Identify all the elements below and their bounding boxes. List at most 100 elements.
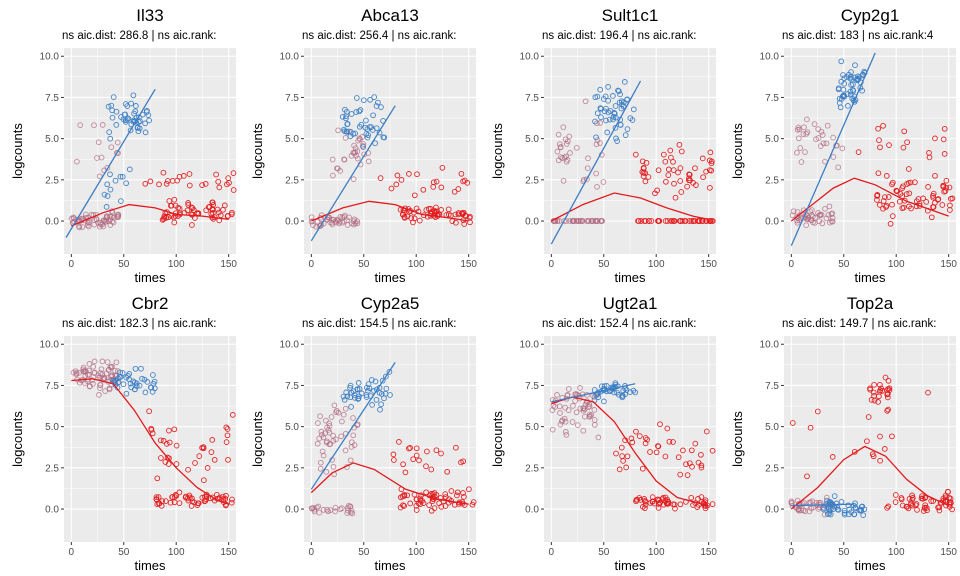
data-point bbox=[127, 127, 134, 134]
data-point bbox=[925, 184, 931, 190]
data-point bbox=[706, 167, 713, 173]
data-point bbox=[549, 407, 556, 413]
data-point bbox=[323, 417, 329, 424]
data-point bbox=[795, 135, 802, 142]
y-tick-label: 7.5 bbox=[525, 381, 539, 392]
data-point bbox=[680, 447, 686, 454]
data-point bbox=[343, 113, 350, 119]
data-point bbox=[461, 494, 467, 500]
data-point bbox=[90, 363, 97, 370]
data-point bbox=[356, 123, 363, 130]
data-point bbox=[794, 217, 800, 224]
y-tick-label: 5.0 bbox=[525, 134, 539, 145]
data-point bbox=[338, 433, 344, 440]
data-point bbox=[364, 384, 370, 391]
data-point bbox=[928, 498, 935, 504]
data-point bbox=[317, 465, 324, 472]
data-point bbox=[845, 511, 852, 518]
data-point bbox=[885, 194, 892, 200]
data-point bbox=[826, 510, 833, 517]
data-point bbox=[458, 170, 465, 177]
data-point bbox=[163, 441, 170, 447]
data-point bbox=[132, 386, 138, 393]
data-point bbox=[350, 149, 357, 156]
data-point bbox=[101, 191, 108, 198]
data-point bbox=[604, 129, 611, 136]
data-point bbox=[109, 114, 116, 121]
data-point bbox=[858, 507, 865, 513]
data-point bbox=[142, 129, 149, 136]
data-point bbox=[348, 404, 354, 410]
data-point bbox=[665, 499, 672, 505]
data-point bbox=[615, 87, 621, 94]
data-point bbox=[670, 501, 676, 508]
data-point bbox=[333, 436, 339, 443]
data-point bbox=[339, 219, 346, 226]
y-tick-label: 10.0 bbox=[760, 52, 780, 63]
data-point bbox=[200, 477, 207, 484]
y-tick-label: 2.5 bbox=[765, 175, 779, 186]
data-point bbox=[351, 221, 357, 228]
data-point bbox=[855, 73, 861, 80]
data-point bbox=[686, 177, 692, 184]
data-point bbox=[339, 113, 346, 120]
data-point bbox=[645, 174, 652, 180]
chart-subtitle: ns aic.dist: 154.5 | ns aic.rank: bbox=[302, 318, 456, 330]
data-point bbox=[110, 94, 117, 100]
data-point bbox=[884, 408, 891, 414]
data-point bbox=[314, 218, 321, 225]
data-point bbox=[598, 114, 604, 121]
data-point bbox=[89, 377, 95, 384]
data-point bbox=[469, 501, 476, 508]
data-point bbox=[116, 374, 123, 380]
data-point bbox=[401, 503, 407, 509]
data-point bbox=[114, 211, 121, 218]
data-point bbox=[622, 132, 629, 138]
data-point bbox=[466, 215, 473, 221]
data-point bbox=[200, 445, 207, 452]
data-point bbox=[407, 445, 413, 451]
data-point bbox=[139, 375, 145, 382]
data-point bbox=[366, 385, 373, 392]
data-point bbox=[665, 172, 672, 178]
data-point bbox=[461, 221, 468, 227]
data-point bbox=[649, 498, 656, 505]
data-point bbox=[330, 172, 336, 179]
chart-subtitle: ns aic.dist: 196.4 | ns aic.rank: bbox=[542, 30, 696, 42]
data-point bbox=[830, 506, 836, 512]
data-point bbox=[803, 503, 810, 510]
data-point bbox=[332, 508, 339, 515]
data-point bbox=[906, 496, 913, 502]
data-point bbox=[932, 135, 938, 142]
data-point bbox=[559, 417, 566, 424]
data-point bbox=[592, 118, 598, 125]
data-point bbox=[896, 198, 903, 205]
data-point bbox=[370, 112, 376, 119]
data-point bbox=[203, 207, 210, 214]
data-point bbox=[414, 171, 420, 178]
data-point bbox=[883, 173, 890, 179]
data-point bbox=[189, 205, 196, 211]
data-point bbox=[137, 118, 143, 125]
data-point bbox=[111, 214, 117, 221]
data-point bbox=[675, 169, 681, 176]
data-point bbox=[947, 495, 954, 502]
data-point bbox=[577, 385, 583, 391]
data-point bbox=[639, 169, 646, 175]
data-point bbox=[406, 171, 412, 177]
data-point bbox=[400, 461, 406, 468]
data-point bbox=[847, 75, 854, 82]
data-point bbox=[363, 131, 370, 137]
data-point bbox=[438, 184, 445, 191]
data-point bbox=[103, 213, 110, 220]
data-point bbox=[648, 218, 655, 224]
data-point bbox=[827, 511, 834, 518]
data-point bbox=[662, 494, 669, 501]
data-point bbox=[677, 218, 684, 224]
y-tick-label: 5.0 bbox=[45, 422, 59, 433]
chart-subtitle: ns aic.dist: 149.7 | ns aic.rank: bbox=[782, 318, 936, 330]
data-point bbox=[337, 506, 344, 513]
data-point bbox=[611, 110, 618, 117]
data-point bbox=[871, 381, 877, 388]
data-point bbox=[686, 218, 693, 224]
